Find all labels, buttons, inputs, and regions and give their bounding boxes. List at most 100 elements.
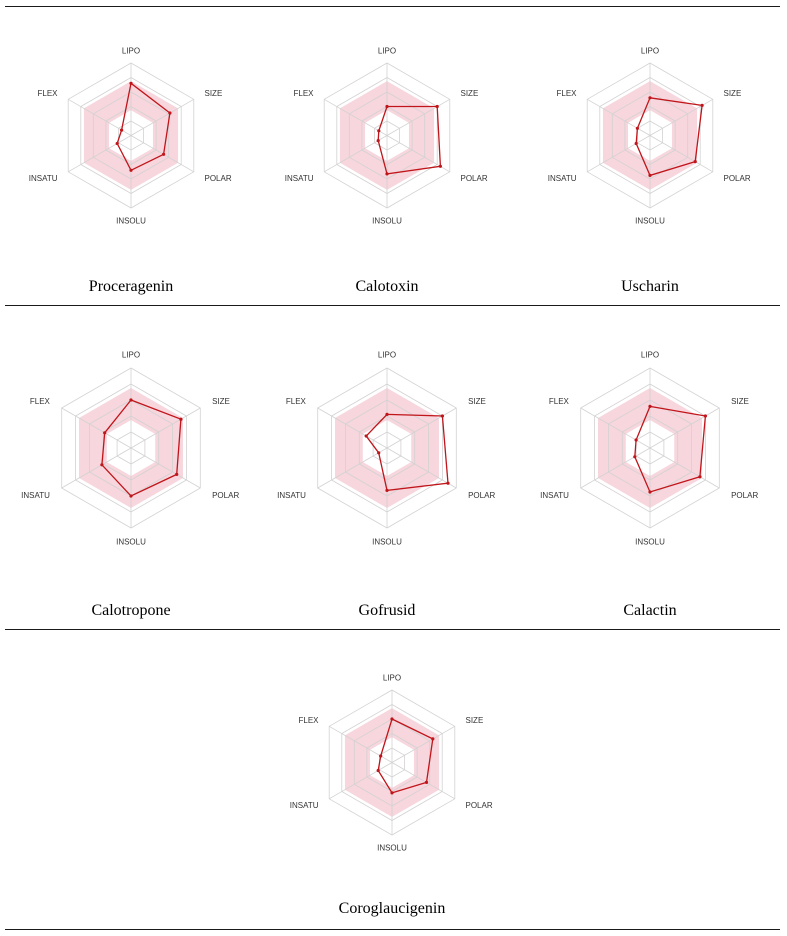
data-point-polar xyxy=(693,160,697,164)
axis-label-flex: FLEX xyxy=(286,397,307,406)
optimal-range-band xyxy=(344,708,440,817)
data-point-insatu xyxy=(115,141,119,146)
row-divider-1 xyxy=(5,305,780,306)
axis-label-polar: POLAR xyxy=(466,801,493,810)
axis-label-insatu: INSATU xyxy=(540,491,569,500)
data-point-lipo xyxy=(129,81,133,85)
axis-label-flex: FLEX xyxy=(556,89,577,98)
axis-label-flex: FLEX xyxy=(30,397,51,406)
data-point-flex xyxy=(635,126,639,130)
data-point-size xyxy=(435,104,439,109)
data-point-insolu xyxy=(385,488,389,492)
data-point-lipo xyxy=(648,96,652,100)
axis-label-insatu: INSATU xyxy=(285,174,314,183)
axis-label-insolu: INSOLU xyxy=(635,216,665,225)
optimal-range-band xyxy=(602,81,698,190)
axis-spoke-polar xyxy=(649,135,714,173)
data-point-insatu xyxy=(100,463,104,467)
axis-spoke-size xyxy=(391,725,455,763)
axis-label-flex: FLEX xyxy=(293,89,314,98)
axis-label-lipo: LIPO xyxy=(641,350,659,359)
axis-label-insolu: INSOLU xyxy=(635,538,665,547)
data-point-polar xyxy=(175,472,179,476)
data-point-flex xyxy=(634,438,638,442)
axis-label-insatu: INSATU xyxy=(29,174,58,183)
axis-spoke-insatu xyxy=(67,135,132,173)
axis-spoke-size xyxy=(386,98,450,136)
radar-chart-proceragenin: LIPO SIZE POLAR INSOLU INSATU FLEX xyxy=(29,47,232,226)
optimal-range-band xyxy=(598,388,702,508)
axis-label-insatu: INSATU xyxy=(21,491,50,500)
axis-spoke-size xyxy=(386,407,457,449)
axis-label-size: SIZE xyxy=(724,89,742,98)
data-point-polar xyxy=(424,780,429,784)
axis-label-insatu: INSATU xyxy=(290,801,319,810)
axis-spoke-insatu xyxy=(317,447,388,489)
data-point-flex xyxy=(120,128,124,132)
data-point-polar xyxy=(438,164,442,168)
axis-label-size: SIZE xyxy=(731,397,749,406)
data-point-insatu xyxy=(377,451,381,455)
caption-gofrusid: Gofrusid xyxy=(358,602,416,619)
axis-label-insolu: INSOLU xyxy=(372,538,402,547)
data-point-size xyxy=(431,737,435,741)
axis-label-polar: POLAR xyxy=(212,491,239,500)
axis-label-insolu: INSOLU xyxy=(116,216,146,225)
data-point-flex xyxy=(377,129,381,133)
axis-label-insatu: INSATU xyxy=(277,491,306,500)
data-point-flex xyxy=(364,434,368,438)
data-point-insolu xyxy=(129,168,133,172)
axis-label-insolu: INSOLU xyxy=(372,216,402,225)
data-point-flex xyxy=(379,754,383,758)
axis-label-size: SIZE xyxy=(212,397,230,406)
axis-spoke-polar xyxy=(130,447,201,489)
data-point-size xyxy=(440,414,444,418)
axis-label-size: SIZE xyxy=(468,397,486,406)
radar-chart-calotropone: LIPO SIZE POLAR INSOLU INSATU FLEX xyxy=(21,350,239,546)
axis-spoke-polar xyxy=(391,762,456,800)
data-point-size xyxy=(168,111,172,115)
axis-spoke-flex xyxy=(317,407,388,449)
row-divider-2 xyxy=(5,629,780,630)
axis-label-insatu: INSATU xyxy=(548,174,577,183)
data-point-insolu xyxy=(385,172,389,176)
axis-label-flex: FLEX xyxy=(549,397,570,406)
data-point-polar xyxy=(162,152,166,156)
caption-coroglaucigenin: Coroglaucigenin xyxy=(338,900,446,917)
axis-spoke-insatu xyxy=(61,447,132,489)
axis-label-flex: FLEX xyxy=(37,89,58,98)
data-point-insolu xyxy=(390,791,394,795)
axis-spoke-polar xyxy=(649,447,720,489)
bottom-rule xyxy=(5,929,780,930)
axis-label-polar: POLAR xyxy=(468,491,495,500)
axis-spoke-insatu xyxy=(586,135,651,173)
data-point-insatu xyxy=(633,455,637,459)
caption-calotoxin: Calotoxin xyxy=(355,278,419,295)
axis-spoke-insatu xyxy=(323,135,388,173)
optimal-range-band xyxy=(339,81,435,190)
radar-chart-calactin: LIPO SIZE POLAR INSOLU INSATU FLEX xyxy=(540,350,758,547)
axis-label-polar: POLAR xyxy=(731,491,758,500)
axis-label-polar: POLAR xyxy=(205,174,232,183)
radar-chart-coroglaucigenin: LIPO SIZE POLAR INSOLU INSATU FLEX xyxy=(290,674,493,853)
axis-label-lipo: LIPO xyxy=(383,674,401,683)
axis-spoke-size xyxy=(130,98,194,136)
axis-spoke-size xyxy=(649,407,720,449)
axis-label-size: SIZE xyxy=(466,716,484,725)
data-point-insolu xyxy=(129,494,133,498)
data-point-lipo xyxy=(390,717,394,721)
axis-label-lipo: LIPO xyxy=(378,47,396,56)
axis-spoke-flex xyxy=(61,407,132,449)
axis-label-lipo: LIPO xyxy=(122,350,140,359)
data-point-flex xyxy=(103,431,107,435)
data-point-insatu xyxy=(376,139,380,143)
caption-calactin: Calactin xyxy=(623,602,677,619)
data-point-insatu xyxy=(634,141,638,146)
data-point-polar xyxy=(446,481,450,485)
caption-uscharin: Uscharin xyxy=(621,278,679,295)
optimal-range-band xyxy=(335,388,439,508)
radar-chart-gofrusid: LIPO SIZE POLAR INSOLU INSATU FLEX xyxy=(277,350,495,547)
data-point-size xyxy=(703,414,707,418)
data-point-polar xyxy=(698,475,702,479)
data-point-size xyxy=(700,103,704,107)
